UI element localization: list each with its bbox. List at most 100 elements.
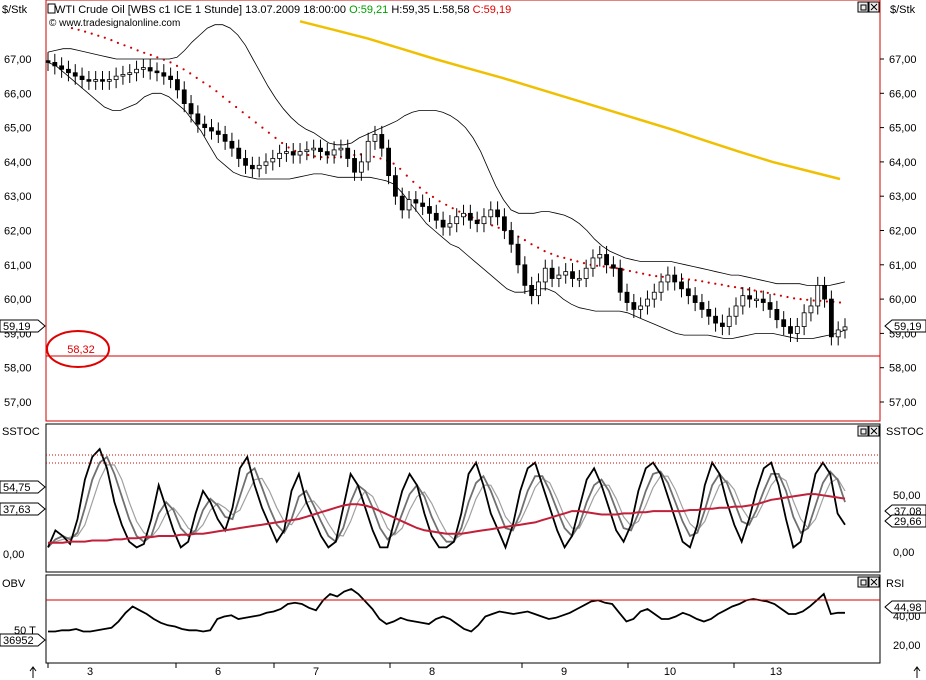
candle-body	[345, 147, 351, 159]
x-axis-labels: 3 6 7 8 9 10 13	[47, 663, 782, 678]
stoch-restore-icon[interactable]	[857, 425, 869, 437]
price-tick-right: 57,00	[889, 397, 917, 409]
candle-body	[311, 147, 317, 151]
candle-body	[379, 134, 385, 149]
candle-body	[386, 147, 391, 177]
ma-dot	[615, 267, 618, 270]
candle-body	[454, 216, 460, 225]
ma-dot	[97, 34, 100, 37]
ma-dot	[445, 203, 448, 206]
ma-dot	[537, 246, 540, 249]
x-axis-label: 8	[429, 666, 435, 678]
ma-dot	[241, 111, 244, 114]
candle-body	[324, 151, 330, 156]
candle-body	[406, 199, 412, 211]
ma-dot	[648, 274, 651, 277]
candle-body	[815, 284, 821, 307]
lower-close-icon[interactable]	[868, 576, 880, 588]
candle-body	[822, 284, 827, 300]
candle-body	[147, 67, 153, 72]
ma-dot	[733, 286, 737, 289]
ma-dot	[727, 285, 730, 288]
candle-body	[413, 199, 419, 204]
candle-body	[100, 79, 105, 82]
candle-body	[161, 72, 167, 77]
ma-dot	[635, 271, 638, 274]
obv-value-2: 36952	[0, 633, 46, 647]
scroll-up-right-icon[interactable]	[913, 666, 921, 678]
ma-dot	[701, 280, 704, 283]
candle-body	[563, 271, 569, 276]
ma-dot	[451, 207, 454, 210]
candle-body	[474, 219, 480, 225]
upper-band	[47, 24, 846, 286]
candle-body	[66, 68, 71, 74]
ma-dot	[628, 269, 632, 273]
ma-dot	[806, 298, 809, 301]
ma-dot	[825, 300, 829, 303]
candle-body	[433, 212, 439, 221]
candle-body	[440, 219, 446, 228]
ma-dot	[530, 243, 533, 246]
scroll-up-left-icon[interactable]	[29, 666, 37, 678]
candle-body	[236, 147, 242, 159]
stoch-close-icon[interactable]	[868, 425, 880, 437]
ma-dot	[162, 58, 165, 61]
candle-body	[706, 308, 712, 317]
candle-body	[808, 305, 814, 314]
candle-body	[106, 79, 112, 82]
candle-body	[127, 72, 133, 75]
candle-body	[679, 281, 684, 290]
ma-dot	[90, 32, 93, 35]
candle-body	[318, 147, 323, 153]
lower-panel-frame	[45, 574, 881, 664]
candle-body	[113, 75, 119, 80]
candle-body	[140, 67, 146, 70]
ma-dot	[215, 90, 218, 93]
ma-dot	[747, 288, 750, 291]
moving-average-dots	[70, 27, 842, 304]
rsi-path	[48, 587, 845, 633]
ma-dot	[149, 53, 152, 57]
price-tick-left: 61,00	[4, 260, 32, 272]
price-tick-left: 66,00	[4, 88, 32, 100]
price-tick-right: 58,00	[889, 363, 917, 375]
rsi-label: RSI	[886, 578, 904, 590]
candle-body	[229, 140, 235, 149]
last-price-right: 59,19	[884, 319, 926, 333]
lower-restore-icon[interactable]	[857, 576, 869, 588]
ma-dot	[399, 167, 402, 170]
ma-dot	[418, 186, 421, 189]
ma-dot	[208, 85, 211, 88]
close-icon[interactable]	[868, 1, 880, 13]
ma-dot	[550, 252, 553, 255]
ma-dot	[431, 195, 435, 198]
ma-dot	[143, 51, 146, 54]
stoch-left-zero: 0,00	[3, 549, 24, 561]
candle-body	[195, 113, 201, 125]
ma-dot	[786, 295, 789, 299]
price-tick-right: 65,00	[889, 123, 917, 135]
ma-dot	[281, 141, 284, 145]
restore-icon[interactable]	[857, 1, 869, 13]
copyright-text: © www.tradesignalonline.com	[49, 18, 180, 29]
candle-body	[556, 274, 562, 279]
ma-dot	[110, 39, 113, 42]
stoch-tick-50: 50,00	[893, 490, 921, 502]
candle-body	[774, 308, 780, 321]
candle-body	[651, 291, 657, 300]
candle-body	[767, 302, 773, 310]
ma-dot	[123, 44, 126, 47]
price-panel-frame	[45, 0, 881, 422]
svg-text:44,98: 44,98	[894, 602, 922, 614]
candle-body	[542, 267, 548, 283]
price-tick-left: 60,00	[4, 294, 32, 306]
svg-text:59,19: 59,19	[3, 321, 31, 333]
stoch-panel-frame	[45, 423, 881, 573]
ma-dot	[425, 191, 428, 194]
settings-icon[interactable]	[47, 3, 56, 14]
candle-body	[590, 257, 596, 269]
ma-dot	[412, 180, 415, 183]
candle-body	[502, 216, 507, 231]
candle-body	[420, 202, 426, 207]
